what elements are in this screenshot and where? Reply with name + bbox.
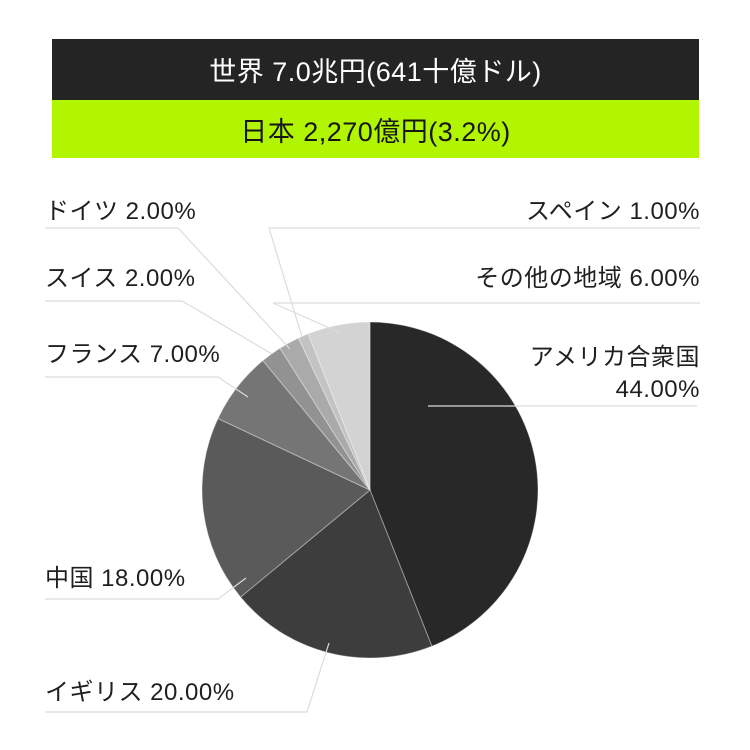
pie-slice-germany[interactable] [279, 337, 371, 491]
slice-label-china: 中国 18.00% [45, 565, 186, 592]
slice-label-spain: スペイン 1.00% [525, 198, 700, 225]
leader-line-germany [45, 227, 291, 350]
slice-label-germany: ドイツ 2.00% [45, 198, 197, 225]
pie-slice-usa[interactable] [369, 321, 539, 647]
leader-line-france [45, 376, 249, 398]
pie-slice-group [201, 321, 539, 659]
world-total-banner: 世界 7.0兆円(641十億ドル) [52, 39, 699, 100]
pie-slice-uk[interactable] [239, 489, 433, 659]
slice-label-switzerland: スイス 2.00% [45, 265, 196, 292]
slice-label-uk: イギリス 20.00% [45, 679, 235, 706]
slice-label-usa-value: 44.00% [615, 375, 700, 403]
leader-line-spain [268, 227, 700, 338]
pie-slice-others[interactable] [307, 321, 371, 491]
japan-share-banner: 日本 2,270億円(3.2%) [52, 100, 699, 158]
leader-line-others [272, 302, 700, 334]
leader-line-china [45, 577, 247, 600]
slice-label-usa: アメリカ合衆国 44.00% [530, 342, 700, 405]
pie-slice-spain[interactable] [297, 333, 371, 491]
leader-line-group [45, 227, 700, 713]
slice-label-france: フランス 7.00% [45, 341, 221, 368]
pie-slice-china[interactable] [201, 417, 371, 598]
slice-label-usa-name: アメリカ合衆国 [529, 344, 700, 371]
leader-line-uk [45, 642, 330, 713]
leader-line-switzerland [45, 300, 273, 355]
pie-slice-france[interactable] [217, 359, 371, 491]
slice-label-others: その他の地域 6.00% [475, 265, 700, 292]
